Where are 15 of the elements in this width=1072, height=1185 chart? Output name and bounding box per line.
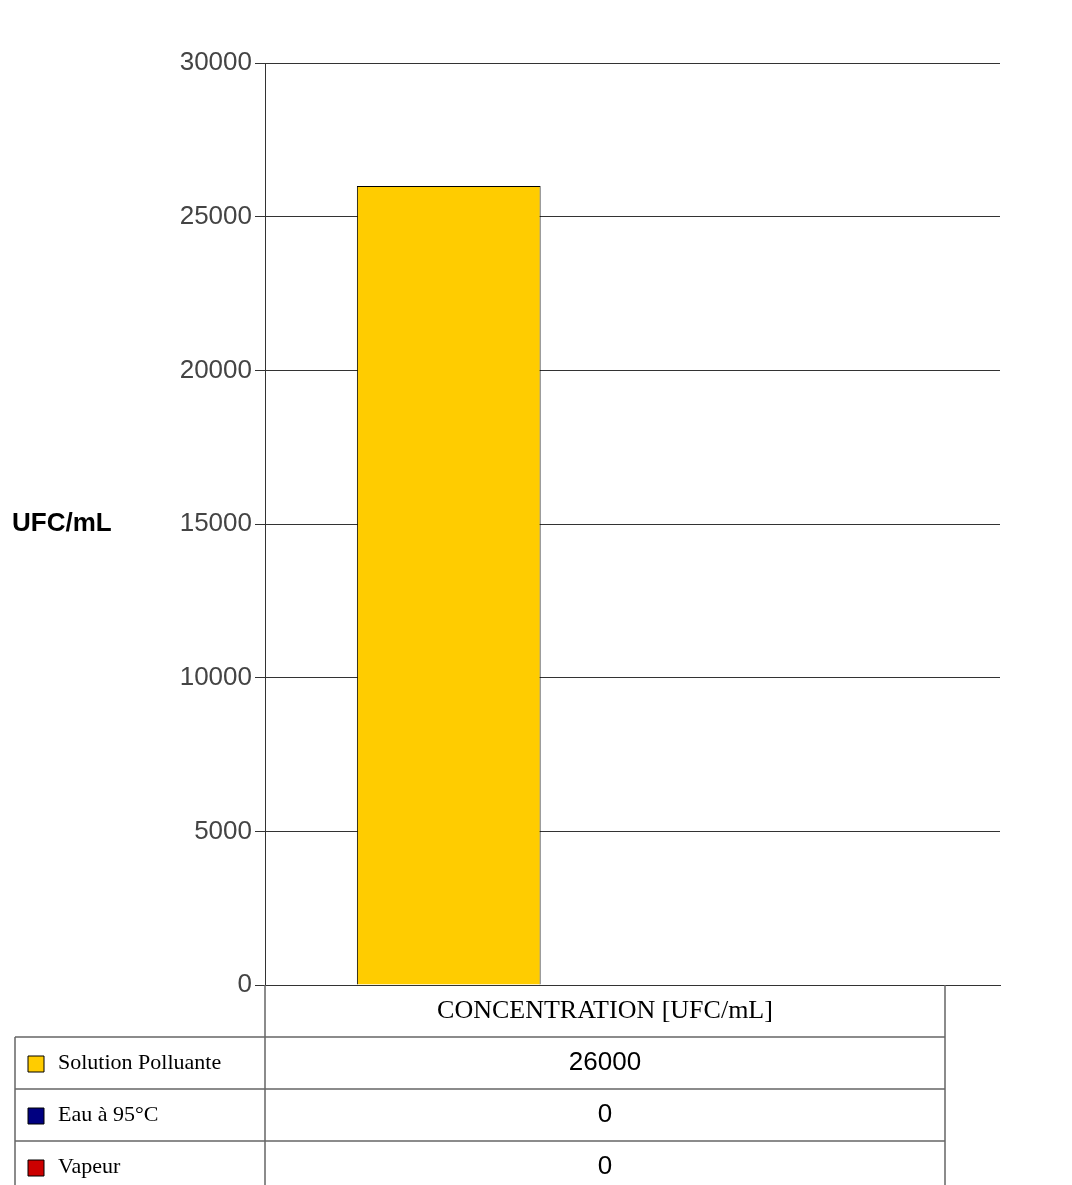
legend-label: Solution Polluante <box>58 1048 222 1074</box>
y-tick-label: 0 <box>237 968 252 999</box>
text: 0 <box>597 1150 613 1181</box>
y-tick-label: 25000 <box>179 199 252 230</box>
x-tick-label: CONCENTRATION [UFC/mL] <box>437 994 773 1024</box>
y-tick-label: 30000 <box>179 46 252 77</box>
y-tick-label: 5000 <box>194 814 252 845</box>
y-tick-label: 20000 <box>179 353 252 384</box>
text: 26000 <box>568 1046 642 1077</box>
y-tick-label: 10000 <box>179 660 252 691</box>
legend-label: Vapeur <box>58 1152 121 1178</box>
legend-label: Eau à 95°C <box>58 1100 159 1126</box>
y-axis-title: UFC/mL <box>12 507 112 538</box>
y-tick-label: 15000 <box>179 507 252 538</box>
text: 0 <box>597 1098 613 1129</box>
